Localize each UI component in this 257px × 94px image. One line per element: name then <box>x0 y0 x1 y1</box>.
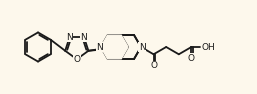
Text: O: O <box>150 61 157 70</box>
Text: O: O <box>73 55 80 64</box>
Text: N: N <box>139 42 145 52</box>
Text: O: O <box>188 54 195 63</box>
Text: OH: OH <box>201 42 215 52</box>
Text: N: N <box>81 33 87 42</box>
Text: N: N <box>96 42 103 52</box>
Polygon shape <box>101 35 128 59</box>
Text: N: N <box>66 33 73 42</box>
